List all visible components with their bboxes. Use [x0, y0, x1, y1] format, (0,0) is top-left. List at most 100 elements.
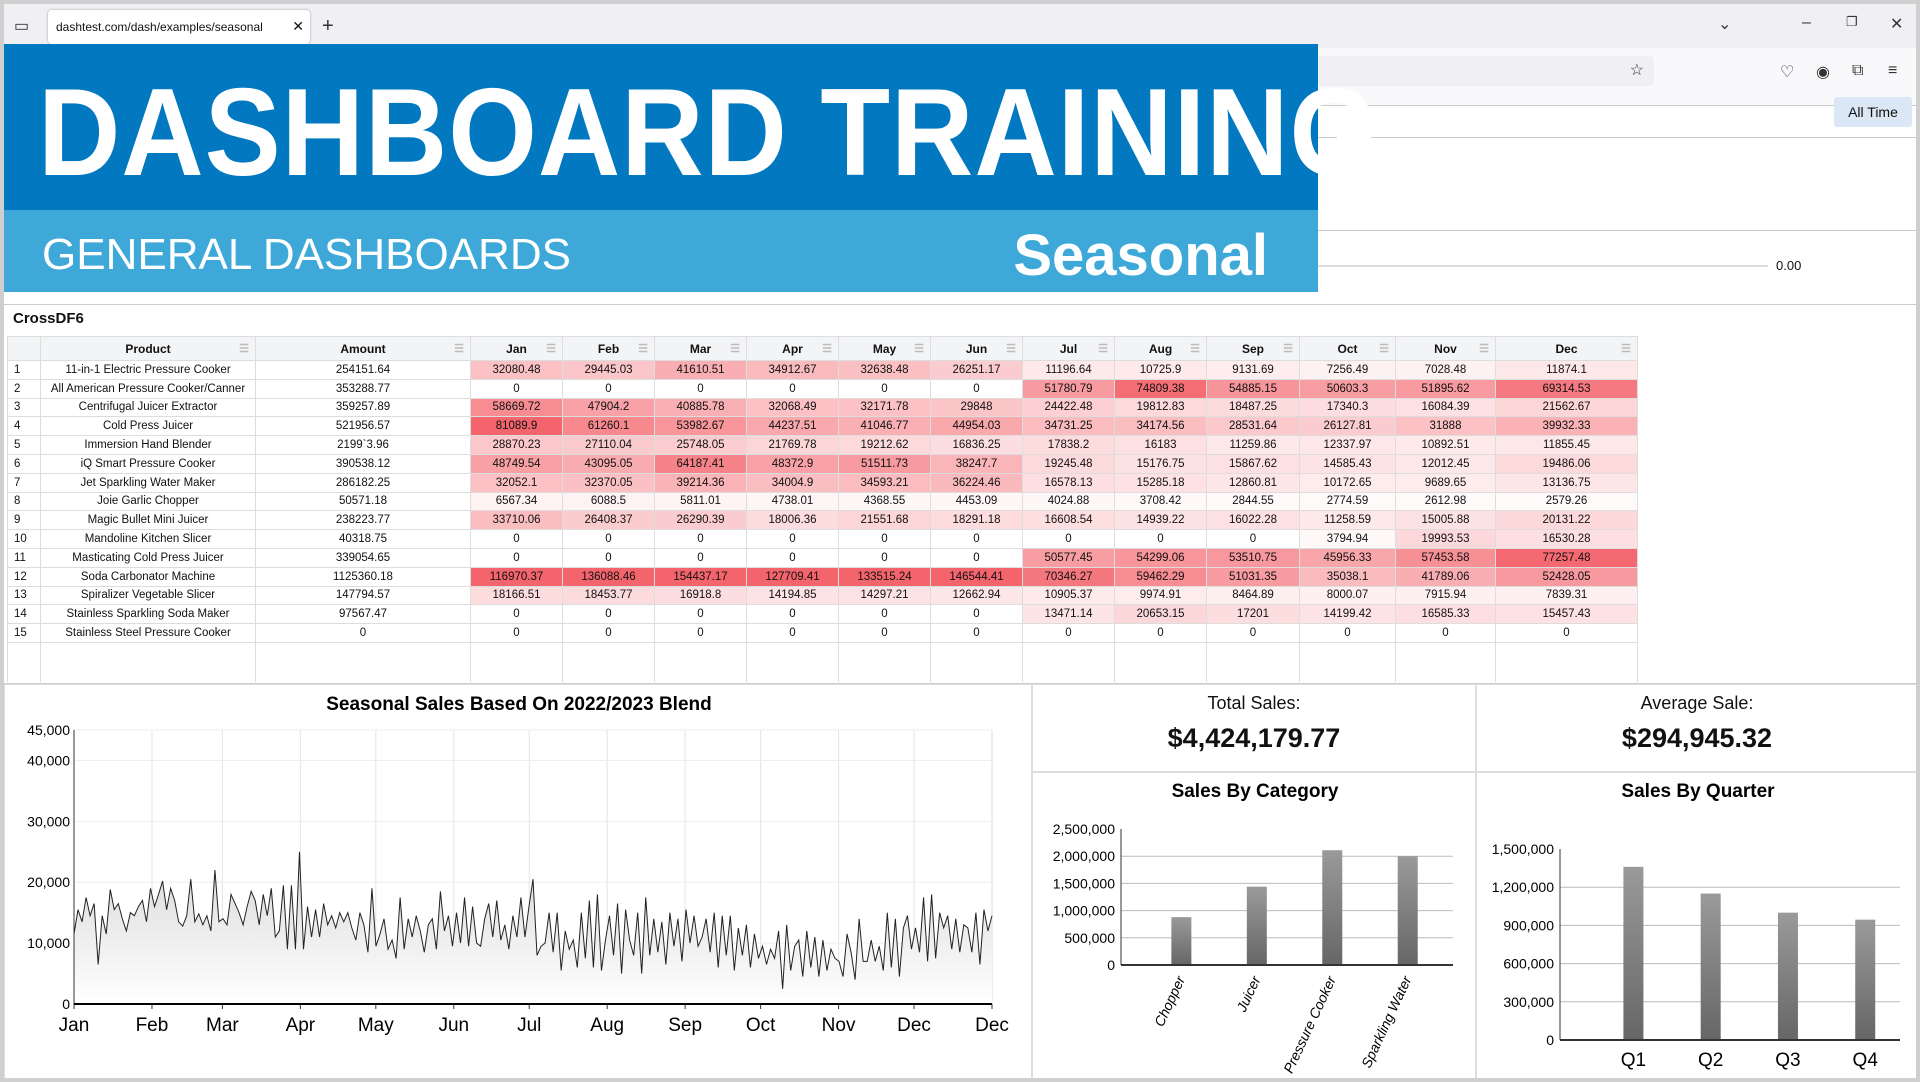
filter-icon[interactable]: ☰: [1190, 343, 1200, 355]
table-cell[interactable]: 51895.62: [1395, 378, 1496, 399]
table-cell[interactable]: 54885.15: [1206, 378, 1300, 399]
table-cell[interactable]: 0: [1206, 529, 1300, 549]
table-cell[interactable]: 35038.1: [1299, 566, 1396, 587]
table-cell[interactable]: 48372.9: [746, 453, 839, 474]
table-cell[interactable]: 44237.51: [746, 416, 839, 437]
table-cell[interactable]: 9131.69: [1206, 360, 1300, 380]
table-cell[interactable]: 19486.06: [1495, 453, 1638, 474]
table-cell[interactable]: 26251.17: [930, 360, 1023, 380]
table-cell[interactable]: 16578.13: [1022, 472, 1115, 493]
account-icon[interactable]: ◉: [1816, 64, 1830, 81]
table-cell[interactable]: 0: [1114, 529, 1207, 549]
table-cell[interactable]: Stainless Sparkling Soda Maker: [40, 604, 256, 625]
table-cell[interactable]: 32370.05: [562, 472, 655, 493]
table-cell[interactable]: 521956.57: [255, 416, 471, 437]
pocket-icon[interactable]: ♡: [1780, 64, 1795, 81]
tab-list-icon[interactable]: ▭: [14, 18, 30, 35]
table-cell[interactable]: 339054.65: [255, 547, 471, 568]
table-cell[interactable]: 2612.98: [1395, 491, 1496, 512]
table-cell[interactable]: 51780.79: [1022, 378, 1115, 399]
table-cell[interactable]: 0: [746, 623, 839, 643]
range-slider[interactable]: [1318, 265, 1768, 267]
column-header[interactable]: Amount ☰: [255, 336, 471, 361]
table-cell[interactable]: 0: [654, 547, 747, 568]
table-cell[interactable]: 4738.01: [746, 491, 839, 512]
filter-icon[interactable]: ☰: [822, 343, 832, 355]
table-cell[interactable]: 2199`3.96: [255, 435, 471, 455]
table-cell[interactable]: 0: [930, 378, 1023, 399]
table-cell[interactable]: 43095.05: [562, 453, 655, 474]
table-cell[interactable]: 15176.75: [1114, 453, 1207, 474]
table-cell[interactable]: All American Pressure Cooker/Canner: [40, 378, 256, 399]
filter-icon[interactable]: ☰: [730, 343, 740, 355]
table-row[interactable]: 2 All American Pressure Cooker/Canner 3532…: [7, 378, 1638, 399]
table-row[interactable]: 9 Magic Bullet Mini Juicer 238223.77 33710.…: [7, 510, 1638, 531]
table-cell[interactable]: 19812.83: [1114, 397, 1207, 418]
filter-icon[interactable]: ☰: [1283, 343, 1293, 355]
table-cell[interactable]: 14939.22: [1114, 510, 1207, 531]
table-cell[interactable]: 9974.91: [1114, 585, 1207, 606]
table-cell[interactable]: 11855.45: [1495, 435, 1638, 455]
table-row[interactable]: 15 Stainless Steel Pressure Cooker 0 0 0 0 0 0 0…: [7, 623, 1638, 643]
table-row[interactable]: 3 Centrifugal Juicer Extractor 359257.89 58…: [7, 397, 1638, 418]
close-window-icon[interactable]: ✕: [1890, 16, 1904, 33]
table-cell[interactable]: 61260.1: [562, 416, 655, 437]
table-cell[interactable]: 40318.75: [255, 529, 471, 549]
table-cell[interactable]: 53510.75: [1206, 547, 1300, 568]
table-cell[interactable]: 133515.24: [838, 566, 931, 587]
table-row[interactable]: 13 Spiralizer Vegetable Slicer 147794.57 18…: [7, 585, 1638, 606]
table-cell[interactable]: 27110.04: [562, 435, 655, 455]
table-cell[interactable]: 33710.06: [470, 510, 563, 531]
table-cell[interactable]: 0: [1022, 623, 1115, 643]
table-cell[interactable]: 70346.27: [1022, 566, 1115, 587]
table-cell[interactable]: 0: [930, 604, 1023, 625]
table-cell[interactable]: 41046.77: [838, 416, 931, 437]
table-cell[interactable]: 0: [746, 604, 839, 625]
table-cell[interactable]: 0: [746, 547, 839, 568]
column-header[interactable]: Oct ☰: [1299, 336, 1396, 361]
column-header[interactable]: Sep ☰: [1206, 336, 1300, 361]
table-cell[interactable]: 34593.21: [838, 472, 931, 493]
table-cell[interactable]: 0: [470, 623, 563, 643]
table-cell[interactable]: 41610.51: [654, 360, 747, 380]
table-cell[interactable]: 0: [654, 604, 747, 625]
filter-icon[interactable]: ☰: [1098, 343, 1108, 355]
minimize-icon[interactable]: –: [1802, 14, 1811, 31]
table-cell[interactable]: 11196.64: [1022, 360, 1115, 380]
table-cell[interactable]: 29848: [930, 397, 1023, 418]
table-cell[interactable]: 14199.42: [1299, 604, 1396, 625]
table-cell[interactable]: 10905.37: [1022, 585, 1115, 606]
table-cell[interactable]: Stainless Steel Pressure Cooker: [40, 623, 256, 643]
table-cell[interactable]: 136088.46: [562, 566, 655, 587]
restore-icon[interactable]: ❐: [1846, 14, 1858, 29]
table-cell[interactable]: 81089.9: [470, 416, 563, 437]
table-cell[interactable]: 17201: [1206, 604, 1300, 625]
table-cell[interactable]: 0: [1395, 623, 1496, 643]
table-cell[interactable]: 0: [562, 529, 655, 549]
table-cell[interactable]: Magic Bullet Mini Juicer: [40, 510, 256, 531]
table-cell[interactable]: 52428.05: [1495, 566, 1638, 587]
table-cell[interactable]: 154437.17: [654, 566, 747, 587]
table-cell[interactable]: 29445.03: [562, 360, 655, 380]
table-cell[interactable]: 20131.22: [1495, 510, 1638, 531]
table-cell[interactable]: 0: [838, 604, 931, 625]
table-cell[interactable]: 50603.3: [1299, 378, 1396, 399]
filter-icon[interactable]: ☰: [914, 343, 924, 355]
table-cell[interactable]: 54299.06: [1114, 547, 1207, 568]
table-cell[interactable]: 3794.94: [1299, 529, 1396, 549]
table-cell[interactable]: 3708.42: [1114, 491, 1207, 512]
menu-icon[interactable]: ≡: [1888, 62, 1898, 79]
table-cell[interactable]: 14585.43: [1299, 453, 1396, 474]
table-cell[interactable]: 0: [838, 547, 931, 568]
table-cell[interactable]: 16530.28: [1495, 529, 1638, 549]
table-cell[interactable]: 2844.55: [1206, 491, 1300, 512]
column-header[interactable]: Jul ☰: [1022, 336, 1115, 361]
table-row[interactable]: 12 Soda Carbonator Machine 1125360.18 11697…: [7, 566, 1638, 587]
table-cell[interactable]: 32052.1: [470, 472, 563, 493]
column-header[interactable]: Apr ☰: [746, 336, 839, 361]
table-cell[interactable]: 0: [930, 529, 1023, 549]
table-cell[interactable]: 15867.62: [1206, 453, 1300, 474]
column-header[interactable]: Nov ☰: [1395, 336, 1496, 361]
new-tab-button[interactable]: +: [322, 15, 334, 37]
filter-icon[interactable]: ☰: [1006, 343, 1016, 355]
